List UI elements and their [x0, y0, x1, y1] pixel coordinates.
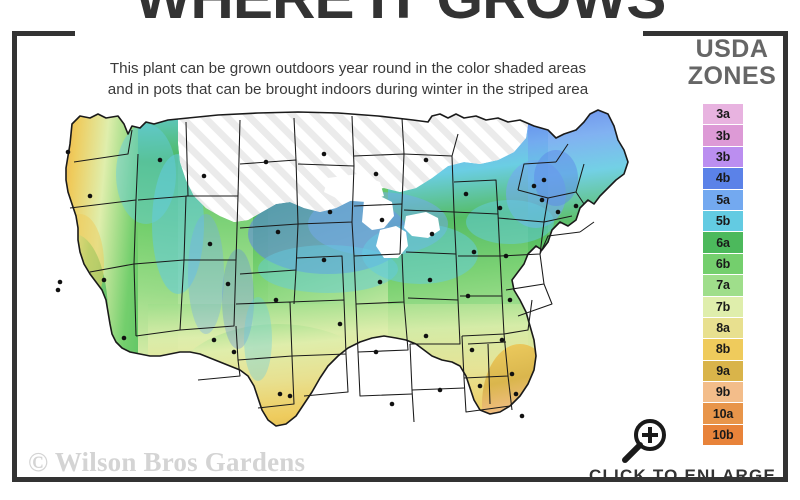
legend-heading-line-2: ZONES: [687, 62, 777, 90]
description-line-1: This plant can be grown outdoors year ro…: [109, 60, 587, 77]
legend-heading-line-1: USDA: [695, 35, 769, 63]
legend-swatch-3a-0: 3a: [703, 104, 743, 126]
legend-swatch-8a-10: 8a: [703, 317, 743, 340]
frame-bottom-bar: [12, 477, 788, 482]
legend-swatch-7a-8: 7a: [703, 275, 743, 297]
legend-swatch-4b-3: 4b: [703, 168, 743, 190]
legend-swatch-10b-15: 10b: [703, 424, 743, 447]
legend-swatch-9b-13: 9b: [703, 382, 743, 404]
legend-swatch-10a-14: 10a: [703, 403, 743, 425]
frame-right-bar: [783, 31, 788, 482]
legend-swatch-5b-5: 5b: [703, 210, 743, 233]
legend-swatch-6a-6: 6a: [703, 232, 743, 254]
legend-swatch-7b-9: 7b: [703, 296, 743, 318]
legend-swatch-9a-12: 9a: [703, 360, 743, 383]
city-dots: [55, 149, 579, 419]
watermark: © Wilson Bros Gardens: [28, 447, 306, 477]
click-to-enlarge-label[interactable]: CLICK TO ENLARGE: [588, 466, 776, 485]
legend-swatch-8b-11: 8b: [703, 339, 743, 361]
description-text: This plant can be grown outdoors year ro…: [48, 58, 648, 100]
description-line-2: and in pots that can be brought indoors …: [107, 81, 589, 98]
usda-zone-legend: 3a 3b 3b 4b 5a 5b 6a 6b 7a 7b 8a 8b 9a 9b 10a 10b: [703, 104, 743, 447]
page-title: WHERE IT GROWS: [0, 0, 800, 28]
legend-swatch-3b-2: 3b: [703, 146, 743, 169]
magnifier-plus-icon[interactable]: [616, 418, 672, 464]
frame-left-bar: [12, 31, 17, 482]
legend-swatch-3b-1: 3b: [703, 125, 743, 147]
legend-heading: USDA ZONES: [672, 36, 792, 90]
legend-swatch-6b-7: 6b: [703, 253, 743, 276]
card-frame: [12, 31, 788, 482]
usda-hardiness-map[interactable]: [28, 104, 668, 459]
legend-swatch-5a-4: 5a: [703, 189, 743, 211]
frame-top-left-bar: [12, 31, 75, 36]
frame-top-right-bar: [643, 31, 788, 36]
